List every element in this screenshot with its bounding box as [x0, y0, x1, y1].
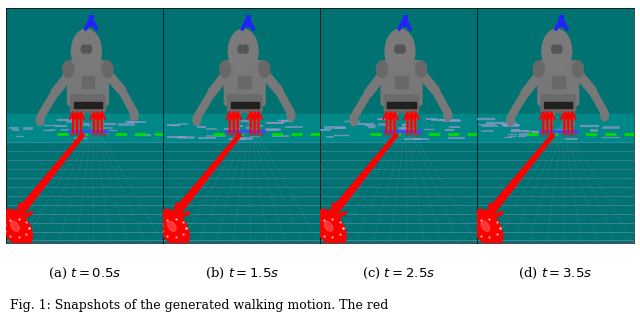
Bar	[70, 130, 84, 135]
Circle shape	[601, 109, 609, 121]
Bar	[477, 114, 634, 142]
Bar	[241, 72, 249, 79]
Circle shape	[72, 29, 101, 74]
Ellipse shape	[314, 210, 346, 246]
Circle shape	[36, 114, 44, 126]
Circle shape	[544, 114, 554, 128]
Bar	[406, 130, 420, 135]
FancyBboxPatch shape	[227, 95, 262, 113]
FancyBboxPatch shape	[384, 95, 419, 113]
Circle shape	[387, 114, 397, 128]
Circle shape	[563, 114, 572, 128]
Ellipse shape	[481, 221, 490, 231]
Bar	[552, 76, 564, 88]
Circle shape	[415, 61, 427, 77]
FancyBboxPatch shape	[68, 61, 108, 106]
Bar	[397, 72, 406, 79]
Circle shape	[238, 45, 244, 53]
Bar	[92, 130, 106, 135]
Bar	[6, 114, 163, 142]
Bar	[563, 130, 577, 135]
Bar	[227, 130, 241, 135]
Circle shape	[542, 29, 572, 74]
Circle shape	[250, 114, 259, 128]
Circle shape	[399, 45, 405, 53]
Bar	[239, 76, 251, 88]
Circle shape	[556, 45, 562, 53]
Ellipse shape	[157, 210, 189, 246]
Ellipse shape	[1, 210, 33, 246]
Circle shape	[193, 114, 201, 126]
Ellipse shape	[168, 221, 176, 231]
Circle shape	[395, 45, 401, 53]
Text: (a) $t = 0.5s$: (a) $t = 0.5s$	[48, 266, 122, 281]
Bar	[249, 130, 263, 135]
Circle shape	[93, 114, 102, 128]
Circle shape	[259, 61, 270, 77]
Bar	[163, 114, 320, 142]
Circle shape	[376, 61, 387, 77]
FancyBboxPatch shape	[225, 61, 265, 106]
FancyBboxPatch shape	[541, 95, 575, 113]
Ellipse shape	[11, 221, 19, 231]
Circle shape	[385, 29, 415, 74]
Text: Fig. 1: Snapshots of the generated walking motion. The red: Fig. 1: Snapshots of the generated walki…	[10, 299, 388, 312]
Circle shape	[552, 45, 557, 53]
FancyBboxPatch shape	[381, 61, 422, 106]
Circle shape	[533, 61, 544, 77]
Text: (b) $t = 1.5s$: (b) $t = 1.5s$	[205, 266, 278, 281]
Circle shape	[86, 45, 92, 53]
Circle shape	[230, 114, 240, 128]
Bar	[396, 76, 408, 88]
Circle shape	[243, 45, 248, 53]
Bar	[82, 76, 94, 88]
Bar	[387, 102, 415, 108]
Bar	[74, 102, 102, 108]
Circle shape	[406, 114, 415, 128]
Bar	[540, 130, 554, 135]
Circle shape	[220, 61, 230, 77]
Circle shape	[81, 45, 87, 53]
Circle shape	[63, 61, 74, 77]
FancyBboxPatch shape	[70, 95, 105, 113]
Circle shape	[444, 109, 452, 121]
Text: (d) $t = 3.5s$: (d) $t = 3.5s$	[518, 266, 592, 281]
Circle shape	[350, 114, 358, 126]
Bar	[544, 102, 572, 108]
Circle shape	[572, 61, 584, 77]
Circle shape	[131, 109, 138, 121]
Bar	[320, 114, 477, 142]
Circle shape	[507, 114, 515, 126]
Circle shape	[74, 114, 83, 128]
Bar	[84, 72, 92, 79]
Circle shape	[228, 29, 258, 74]
Text: (c) $t = 2.5s$: (c) $t = 2.5s$	[362, 266, 435, 281]
Bar	[230, 102, 259, 108]
Ellipse shape	[324, 221, 333, 231]
Circle shape	[287, 109, 295, 121]
FancyBboxPatch shape	[538, 61, 579, 106]
Bar	[554, 72, 563, 79]
Circle shape	[102, 61, 113, 77]
Ellipse shape	[471, 210, 503, 246]
Bar	[383, 130, 397, 135]
